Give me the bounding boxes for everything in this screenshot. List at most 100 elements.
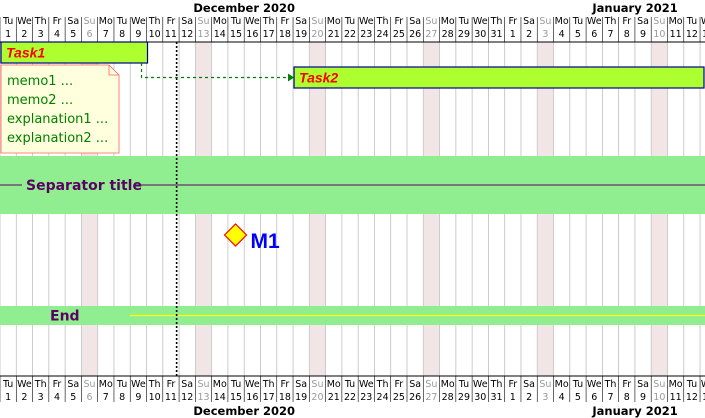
task-label: Task1 — [6, 45, 45, 61]
day-weekday-label-top: Th — [34, 16, 47, 27]
dependency-arrow-head — [288, 73, 295, 82]
day-weekday-label-bottom: Fr — [53, 379, 62, 390]
day-weekday-label-bottom: Tu — [230, 379, 241, 390]
day-number-label-top: 7 — [103, 29, 109, 40]
day-number-label-bottom: 8 — [624, 392, 630, 403]
day-number-label-top: 4 — [54, 29, 60, 40]
day-weekday-label-bottom: Su — [425, 379, 437, 390]
day-number-label-bottom: 4 — [54, 392, 60, 403]
day-weekday-label-top: We — [701, 16, 705, 27]
day-number-label-top: 1 — [5, 29, 11, 40]
day-weekday-label-bottom: Th — [262, 379, 275, 390]
day-weekday-label-top: Tu — [344, 16, 355, 27]
day-weekday-label-top: Tu — [2, 16, 13, 27]
day-weekday-label-top: We — [17, 16, 32, 27]
task-note-fold — [108, 65, 119, 76]
day-number-label-bottom: 10 — [653, 392, 665, 403]
day-number-label-top: 7 — [607, 29, 613, 40]
day-number-label-bottom: 30 — [474, 392, 486, 403]
day-number-label-bottom: 2 — [21, 392, 27, 403]
day-number-label-top: 11 — [670, 29, 682, 40]
day-weekday-label-bottom: Tu — [458, 379, 469, 390]
day-weekday-label-bottom: We — [359, 379, 374, 390]
day-weekday-label-bottom: Sa — [409, 379, 421, 390]
task-label: Task2 — [299, 70, 338, 86]
day-number-label-top: 9 — [640, 29, 646, 40]
day-weekday-label-bottom: Sa — [67, 379, 79, 390]
day-number-label-bottom: 5 — [70, 392, 76, 403]
day-number-label-bottom: 8 — [119, 392, 125, 403]
day-number-label-bottom: 12 — [686, 392, 698, 403]
day-number-label-top: 13 — [197, 29, 209, 40]
day-number-label-bottom: 12 — [181, 392, 193, 403]
day-number-label-top: 16 — [246, 29, 258, 40]
day-weekday-label-top: Fr — [622, 16, 631, 27]
day-weekday-label-bottom: Sa — [637, 379, 649, 390]
month-label-bottom: December 2020 — [193, 404, 295, 418]
day-number-label-bottom: 13 — [197, 392, 209, 403]
day-number-label-bottom: 15 — [230, 392, 242, 403]
day-weekday-label-top: Sa — [67, 16, 79, 27]
day-number-label-bottom: 17 — [263, 392, 275, 403]
month-label-top: December 2020 — [193, 1, 295, 15]
day-number-label-top: 20 — [311, 29, 323, 40]
day-weekday-label-top: Tu — [458, 16, 469, 27]
day-number-label-top: 13 — [702, 29, 705, 40]
month-label-top: January 2021 — [591, 1, 677, 15]
day-weekday-label-bottom: Fr — [508, 379, 517, 390]
day-weekday-label-bottom: Su — [197, 379, 209, 390]
day-weekday-label-top: Tu — [116, 16, 127, 27]
day-number-label-top: 8 — [119, 29, 125, 40]
day-weekday-label-top: Sa — [409, 16, 421, 27]
day-weekday-label-top: Th — [262, 16, 275, 27]
day-number-label-top: 6 — [87, 29, 93, 40]
day-weekday-label-top: Mo — [213, 16, 227, 27]
day-weekday-label-bottom: Fr — [167, 379, 176, 390]
day-weekday-label-top: Fr — [395, 16, 404, 27]
day-weekday-label-bottom: Tu — [2, 379, 13, 390]
day-number-label-top: 11 — [165, 29, 177, 40]
day-weekday-label-bottom: Tu — [572, 379, 583, 390]
day-weekday-label-bottom: Tu — [116, 379, 127, 390]
day-weekday-label-bottom: Fr — [281, 379, 290, 390]
day-number-label-top: 15 — [230, 29, 242, 40]
day-number-label-top: 25 — [393, 29, 405, 40]
day-weekday-label-top: Sa — [637, 16, 649, 27]
day-number-label-top: 8 — [624, 29, 630, 40]
day-weekday-label-top: Fr — [167, 16, 176, 27]
day-number-label-top: 4 — [559, 29, 565, 40]
day-weekday-label-top: Mo — [669, 16, 683, 27]
day-number-label-top: 6 — [591, 29, 597, 40]
day-weekday-label-top: Mo — [441, 16, 455, 27]
day-number-label-bottom: 4 — [559, 392, 565, 403]
day-number-label-top: 1 — [510, 29, 516, 40]
day-number-label-bottom: 20 — [311, 392, 323, 403]
day-number-label-bottom: 13 — [702, 392, 705, 403]
day-number-label-top: 18 — [279, 29, 291, 40]
day-weekday-label-top: Su — [197, 16, 209, 27]
day-weekday-label-top: We — [131, 16, 146, 27]
day-number-label-bottom: 11 — [165, 392, 177, 403]
day-weekday-label-top: Su — [84, 16, 96, 27]
day-number-label-bottom: 11 — [670, 392, 682, 403]
day-weekday-label-bottom: Tu — [344, 379, 355, 390]
task-note-line: memo2 ... — [7, 93, 73, 108]
task-note-line: explanation2 ... — [7, 131, 108, 146]
day-weekday-label-top: Tu — [686, 16, 697, 27]
milestone-diamond — [223, 223, 248, 247]
day-weekday-label-bottom: Sa — [295, 379, 307, 390]
day-weekday-label-bottom: Mo — [99, 379, 113, 390]
day-weekday-label-bottom: Mo — [327, 379, 341, 390]
day-number-label-bottom: 26 — [409, 392, 421, 403]
day-number-label-bottom: 31 — [490, 392, 502, 403]
day-number-label-bottom: 10 — [149, 392, 161, 403]
day-number-label-bottom: 19 — [295, 392, 307, 403]
day-weekday-label-top: Mo — [555, 16, 569, 27]
day-weekday-label-bottom: We — [17, 379, 32, 390]
day-number-label-bottom: 9 — [640, 392, 646, 403]
day-weekday-label-top: Fr — [281, 16, 290, 27]
day-number-label-top: 5 — [70, 29, 76, 40]
milestone-label: M1 — [251, 230, 280, 253]
